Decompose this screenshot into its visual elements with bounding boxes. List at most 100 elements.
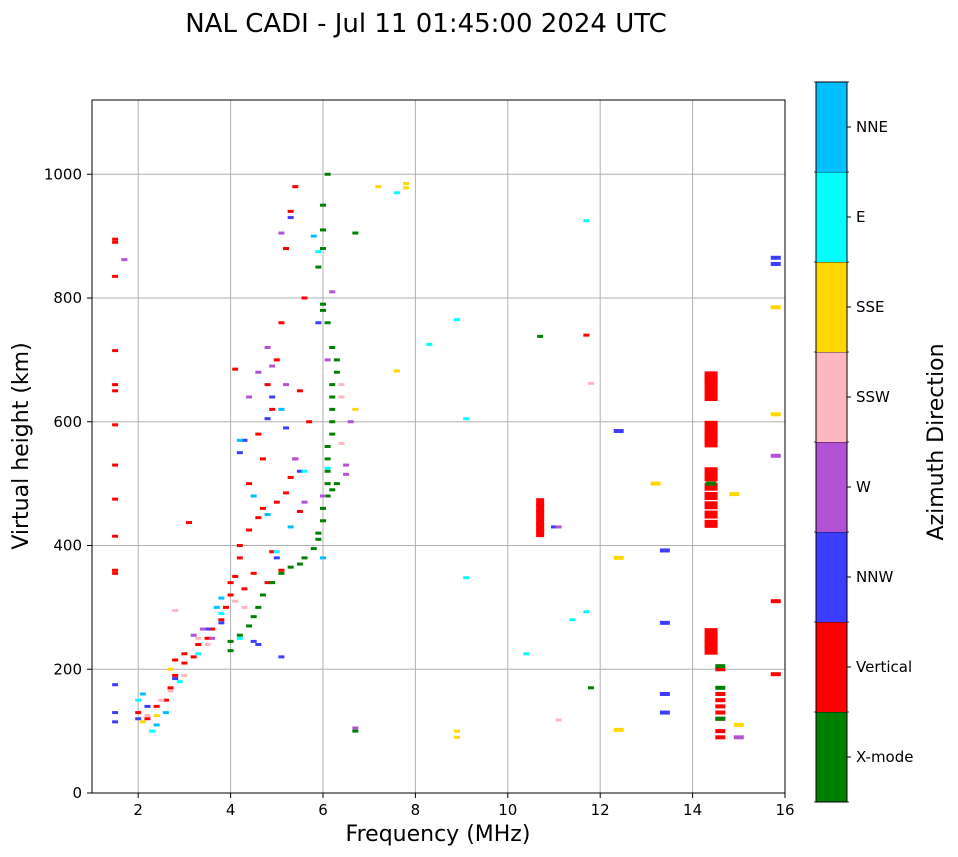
data-point: [704, 628, 718, 637]
data-point: [195, 652, 202, 656]
data-point: [273, 500, 280, 504]
data-point: [292, 457, 299, 461]
data-point: [144, 704, 151, 708]
data-point: [770, 255, 781, 260]
data-point: [167, 686, 174, 690]
data-point: [112, 711, 119, 715]
data-point: [250, 571, 257, 575]
data-point: [273, 358, 280, 362]
series-e: [135, 191, 590, 733]
x-tick-label: 10: [498, 801, 517, 819]
data-point: [287, 216, 294, 220]
data-point: [259, 506, 266, 510]
data-point: [715, 698, 726, 703]
data-point: [315, 250, 322, 254]
data-point: [324, 358, 331, 362]
data-point: [236, 636, 243, 640]
data-point: [375, 185, 382, 189]
series-w: [121, 231, 781, 740]
data-point: [733, 735, 744, 740]
data-point: [338, 383, 345, 387]
data-point: [463, 417, 470, 421]
data-point: [426, 342, 433, 346]
data-point: [209, 636, 216, 640]
data-point: [715, 667, 726, 672]
data-point: [269, 407, 276, 411]
data-point: [278, 231, 285, 235]
data-point: [269, 364, 276, 368]
data-point: [338, 395, 345, 399]
data-point: [301, 296, 308, 300]
data-point: [536, 516, 545, 525]
data-point: [320, 302, 326, 306]
data-point: [112, 240, 119, 244]
data-point: [706, 481, 717, 486]
data-point: [536, 510, 545, 519]
colorbar-tick-label: SSE: [856, 298, 885, 316]
data-point: [536, 529, 545, 538]
data-point: [167, 667, 174, 671]
data-point: [112, 463, 119, 467]
data-point: [715, 729, 726, 734]
data-point: [324, 494, 331, 498]
data-point: [162, 711, 169, 715]
y-axis-label: Virtual height (km): [9, 342, 34, 549]
data-point: [704, 427, 718, 436]
data-point: [352, 231, 359, 235]
y-tick-label: 1000: [44, 165, 82, 183]
data-point: [246, 624, 253, 628]
data-point: [403, 182, 410, 186]
data-point: [264, 346, 271, 349]
data-point: [241, 587, 248, 591]
colorbar-segment: [816, 262, 847, 352]
data-point: [135, 698, 142, 702]
data-point: [324, 466, 331, 470]
data-point: [329, 383, 336, 387]
data-point: [704, 646, 718, 655]
data-point: [343, 463, 350, 467]
data-point: [704, 501, 718, 510]
data-point: [190, 633, 197, 637]
data-point: [259, 457, 266, 461]
data-point: [770, 305, 781, 310]
data-point: [241, 605, 248, 609]
data-point: [320, 308, 326, 312]
data-point: [287, 475, 294, 479]
data-point: [227, 639, 234, 643]
data-point: [296, 389, 303, 393]
data-point: [329, 346, 336, 349]
data-point: [324, 469, 331, 473]
data-point: [704, 492, 718, 500]
data-point: [613, 555, 624, 560]
data-point: [320, 203, 326, 207]
data-point: [347, 420, 354, 424]
data-point: [269, 550, 276, 554]
data-point: [704, 433, 718, 442]
colorbar-tick-label: X-mode: [856, 748, 913, 766]
data-point: [704, 482, 718, 491]
data-point: [278, 407, 285, 411]
data-point: [770, 261, 781, 266]
data-point: [659, 692, 670, 696]
data-point: [320, 519, 326, 523]
data-point: [704, 371, 718, 380]
y-tick-label: 200: [53, 660, 82, 678]
data-point: [333, 358, 340, 362]
data-point: [715, 704, 726, 709]
y-tick-label: 600: [53, 413, 82, 431]
data-point: [583, 219, 590, 223]
colorbar: X-mode Vertical NNW W SSW SSE E NNE: [814, 81, 913, 803]
data-point: [324, 482, 331, 486]
data-point: [704, 519, 718, 528]
data-point: [329, 290, 336, 294]
data-point: [310, 547, 317, 551]
data-point: [315, 321, 322, 325]
data-point: [167, 689, 174, 693]
data-point: [770, 453, 781, 458]
data-point: [153, 723, 160, 727]
data-point: [551, 525, 557, 529]
x-tick-label: 4: [226, 801, 236, 819]
data-point: [218, 596, 225, 600]
data-point: [283, 426, 290, 430]
colorbar-label: Azimuth Direction: [924, 343, 949, 540]
